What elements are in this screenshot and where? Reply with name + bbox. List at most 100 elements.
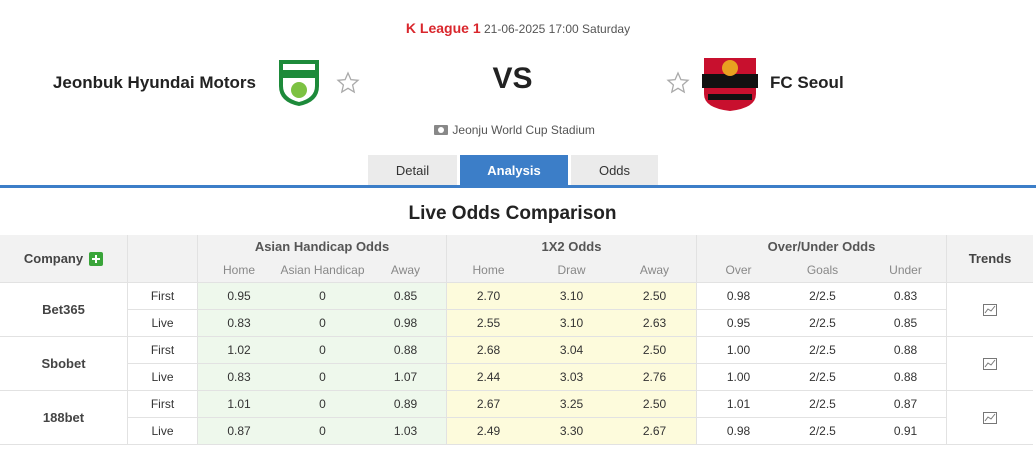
add-company[interactable] [89,251,104,266]
company-label: Company [23,251,84,266]
odds-value: 0.98 [697,283,780,310]
odds-value: 2.44 [447,364,530,391]
column-header: Home [447,258,530,283]
odds-value: 2/2.5 [780,418,865,445]
favorite-star[interactable] [336,71,360,95]
tab-underline [0,185,1036,188]
odds-value: 0.98 [365,310,447,337]
odds-value: 0 [280,418,365,445]
odds-value: 3.10 [530,310,613,337]
odds-value: 2.70 [447,283,530,310]
trends-cell [947,391,1033,445]
odds-value: 0.87 [198,418,280,445]
column-header: Away [365,258,447,283]
odds-value: 0 [280,310,365,337]
odds-value: 0.89 [365,391,447,418]
group-header: Over/Under Odds [697,235,947,258]
company-header: Company [0,235,128,283]
odds-value: 0 [280,337,365,364]
odds-value: 1.00 [697,337,780,364]
odds-value: 0.87 [865,391,947,418]
line-type: First [128,283,198,310]
column-header: Away [613,258,697,283]
odds-value: 0.83 [865,283,947,310]
odds-value: 0 [280,283,365,310]
column-header: Draw [530,258,613,283]
odds-value: 3.04 [530,337,613,364]
column-header: Home [198,258,280,283]
line-type: Live [128,364,198,391]
line-type: First [128,391,198,418]
trends-cell [947,283,1033,337]
trend-icon[interactable] [983,357,997,370]
odds-value: 0.85 [865,310,947,337]
odds-value: 0.83 [198,364,280,391]
tab-odds[interactable]: Odds [571,155,658,185]
stadium: Jeonju World Cup Stadium [0,123,1028,137]
odds-value: 0.91 [865,418,947,445]
odds-value: 2.50 [613,337,697,364]
tab-analysis[interactable]: Analysis [460,155,568,185]
home-logo [279,60,319,106]
odds-value: 2.50 [613,391,697,418]
group-header: Asian Handicap Odds [198,235,447,258]
line-type: Live [128,310,198,337]
odds-table: Company Asian Handicap Odds Home Asian Hand… [0,235,1036,455]
odds-value: 2.50 [613,283,697,310]
odds-value: 1.03 [365,418,447,445]
column-header: Goals [780,258,865,283]
tab-detail[interactable]: Detail [368,155,457,185]
odds-value: 2.68 [447,337,530,364]
home-team[interactable]: Jeonbuk Hyundai Motors [52,73,256,92]
odds-value: 0.98 [697,418,780,445]
odds-value: 2.55 [447,310,530,337]
odds-value: 2.76 [613,364,697,391]
favorite-star[interactable] [666,71,690,95]
type-header [128,235,198,283]
odds-value: 2/2.5 [780,283,865,310]
odds-value: 2/2.5 [780,337,865,364]
odds-value: 1.01 [697,391,780,418]
company-name: Bet365 [0,283,128,337]
odds-value: 1.00 [697,364,780,391]
odds-value: 0.95 [697,310,780,337]
odds-value: 1.02 [198,337,280,364]
odds-value: 3.30 [530,418,613,445]
odds-value: 0.83 [198,310,280,337]
odds-value: 0 [280,391,365,418]
stadium-name: Jeonju World Cup Stadium [452,123,595,137]
datetime: 21-06-2025 17:00 Saturday [483,22,631,36]
away-logo [702,58,758,111]
odds-value: 0.88 [865,337,947,364]
trends-cell [947,337,1033,391]
page: {"header": {"league": "K League 1", "dat… [0,20,1036,445]
odds-value: 2/2.5 [780,391,865,418]
trends-header: Trends [947,235,1033,283]
odds-value: 0 [280,364,365,391]
line-type: Live [128,418,198,445]
odds-value: 2.67 [613,418,697,445]
odds-value: 2/2.5 [780,310,865,337]
odds-value: 0.85 [365,283,447,310]
match-info: K League 1 21-06-2025 17:00 Saturday [0,20,1036,36]
odds-value: 1.07 [365,364,447,391]
away-team[interactable]: FC Seoul [770,73,844,92]
line-type: First [128,337,198,364]
odds-value: 2/2.5 [780,364,865,391]
section-title: Live Odds Comparison [408,203,617,224]
odds-value: 3.25 [530,391,613,418]
column-header: Under [865,258,947,283]
league: K League 1 [405,20,481,36]
company-name: Sbobet [0,337,128,391]
odds-value: 0.95 [198,283,280,310]
odds-value: 3.03 [530,364,613,391]
stadium-icon [434,125,449,135]
vs: VS [492,62,533,95]
company-name: 188bet [0,391,128,445]
group-header: 1X2 Odds [447,235,697,258]
column-header: Asian Handicap [280,258,365,283]
column-header: Over [697,258,780,283]
odds-value: 0.88 [865,364,947,391]
trend-icon[interactable] [983,303,997,316]
trend-icon[interactable] [983,411,997,424]
